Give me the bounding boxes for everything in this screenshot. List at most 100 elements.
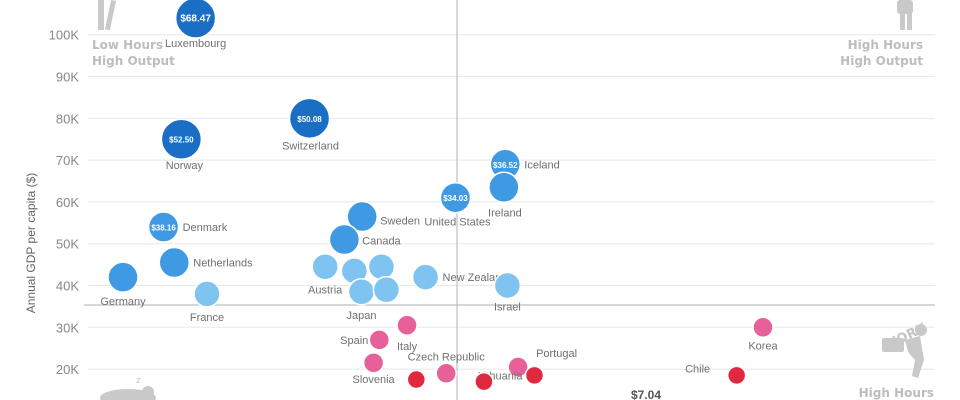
chile-value-label: $7.04: [631, 388, 661, 400]
bubble[interactable]: [347, 278, 376, 306]
data-point[interactable]: [474, 371, 494, 392]
bubble[interactable]: [752, 316, 774, 339]
bubble[interactable]: [524, 365, 545, 386]
country-label: Czech Republic: [408, 351, 486, 363]
bubble-value-label: $38.16: [151, 223, 176, 232]
country-label: United States: [424, 217, 491, 229]
bubble[interactable]: [406, 369, 427, 390]
data-point[interactable]: Canada: [362, 236, 402, 281]
country-label: Austria: [308, 285, 343, 297]
bubble[interactable]: [435, 362, 457, 385]
country-label: Portugal: [536, 348, 577, 360]
data-point[interactable]: $34.03 United States: [424, 181, 491, 229]
bubble[interactable]: [396, 314, 418, 336]
bubble[interactable]: [488, 171, 520, 204]
person-standing-icon: [98, 0, 117, 31]
data-point[interactable]: Sweden: [346, 200, 420, 233]
bubble[interactable]: [507, 356, 529, 378]
data-points: $68.47 Luxembourg $52.50 Norway $50.08 Switze…: [100, 0, 779, 392]
data-point[interactable]: Portugal: [507, 348, 577, 378]
quadrant-top-right-line-1: High Hours: [848, 38, 923, 52]
data-point[interactable]: Japan: [346, 278, 376, 322]
y-tick-label: 50K: [56, 237, 79, 252]
data-point[interactable]: [372, 275, 401, 304]
bubble-value-label: $68.47: [180, 14, 211, 25]
y-axis-label: Annual GDP per capita ($): [24, 173, 38, 314]
bubble[interactable]: [174, 0, 217, 39]
y-tick-label: 90K: [56, 70, 79, 85]
bubble[interactable]: [107, 261, 139, 293]
country-label: Luxembourg: [165, 38, 226, 50]
bubble[interactable]: [288, 97, 331, 140]
bubble[interactable]: [160, 118, 203, 160]
country-label: Spain: [340, 335, 368, 347]
bubble[interactable]: [726, 365, 747, 386]
bubble-value-label: $52.50: [169, 136, 194, 145]
country-label: Germany: [100, 296, 146, 308]
country-label: Canada: [362, 236, 401, 248]
data-point[interactable]: $36.52 Iceland: [489, 148, 560, 181]
bubble-value-label: $36.52: [493, 161, 518, 170]
data-point[interactable]: Israel: [493, 271, 522, 314]
country-label: Israel: [494, 302, 521, 314]
data-point[interactable]: $38.16 Denmark: [147, 211, 228, 243]
quadrant-bottom-right-line-1: High Hours: [859, 386, 934, 400]
data-point[interactable]: Korea: [748, 316, 779, 352]
country-label: Korea: [748, 340, 778, 352]
data-point[interactable]: $52.50 Norway: [160, 118, 204, 172]
country-label: Iceland: [524, 159, 559, 171]
bubble[interactable]: [474, 371, 494, 392]
country-label: Japan: [346, 310, 376, 322]
y-tick-label: 100K: [49, 28, 80, 43]
country-label: Denmark: [183, 222, 228, 234]
bubble[interactable]: [328, 223, 361, 256]
y-axis: Annual GDP per capita ($) 100K 90K 80K 70K 6…: [24, 28, 79, 377]
svg-text:z: z: [136, 376, 141, 386]
data-point[interactable]: $68.47 Luxembourg: [165, 0, 226, 50]
person-pushing-icon: [882, 324, 927, 378]
bubble[interactable]: [311, 252, 339, 281]
country-label: Sweden: [380, 216, 420, 228]
bubble[interactable]: [368, 329, 391, 351]
bubble[interactable]: [362, 352, 385, 374]
person-standing-icon-right: [897, 0, 913, 30]
data-point[interactable]: Ireland: [488, 171, 522, 219]
data-point[interactable]: Italy: [396, 314, 418, 353]
quadrant-labels: Low Hours High Output High Hours High Ou…: [92, 38, 934, 400]
bubble[interactable]: [367, 252, 396, 281]
quadrant-top-left-line-1: Low Hours: [92, 38, 163, 52]
bubble[interactable]: [493, 271, 522, 300]
data-point[interactable]: $50.08 Switzerland: [282, 97, 339, 152]
data-point[interactable]: Germany: [100, 261, 146, 308]
y-tick-label: 80K: [56, 111, 79, 126]
person-resting-icon: z: [100, 376, 156, 400]
bubble[interactable]: [346, 200, 378, 233]
bubble[interactable]: [193, 280, 221, 308]
data-point[interactable]: Czech Republic: [408, 351, 486, 385]
data-point[interactable]: Slovenia: [352, 352, 396, 386]
data-point[interactable]: Chile: [685, 363, 747, 386]
data-point[interactable]: [328, 223, 361, 256]
bubble[interactable]: [372, 275, 401, 304]
bubble[interactable]: [411, 263, 440, 291]
data-point[interactable]: Netherlands: [158, 246, 253, 279]
bubble[interactable]: [439, 181, 472, 214]
country-label: New Zealand: [443, 272, 508, 284]
data-point[interactable]: France: [190, 280, 224, 324]
country-label: Netherlands: [193, 258, 253, 270]
y-tick-label: 20K: [56, 362, 79, 377]
bubble[interactable]: [147, 211, 180, 243]
data-point[interactable]: Spain: [340, 329, 391, 351]
bubble[interactable]: [158, 246, 191, 279]
quadrant-top-left-line-2: High Output: [92, 54, 175, 68]
country-label: France: [190, 312, 224, 324]
y-tick-label: 60K: [56, 195, 79, 210]
data-point[interactable]: New Zealand: [411, 263, 508, 291]
country-label: Italy: [397, 341, 418, 353]
country-label: Slovenia: [352, 374, 395, 386]
bubble-value-label: $50.08: [297, 115, 322, 124]
country-label: Ireland: [488, 207, 522, 219]
data-point[interactable]: [406, 369, 427, 390]
bubble-value-label: $34.03: [443, 194, 468, 203]
data-point[interactable]: Austria: [308, 252, 343, 297]
